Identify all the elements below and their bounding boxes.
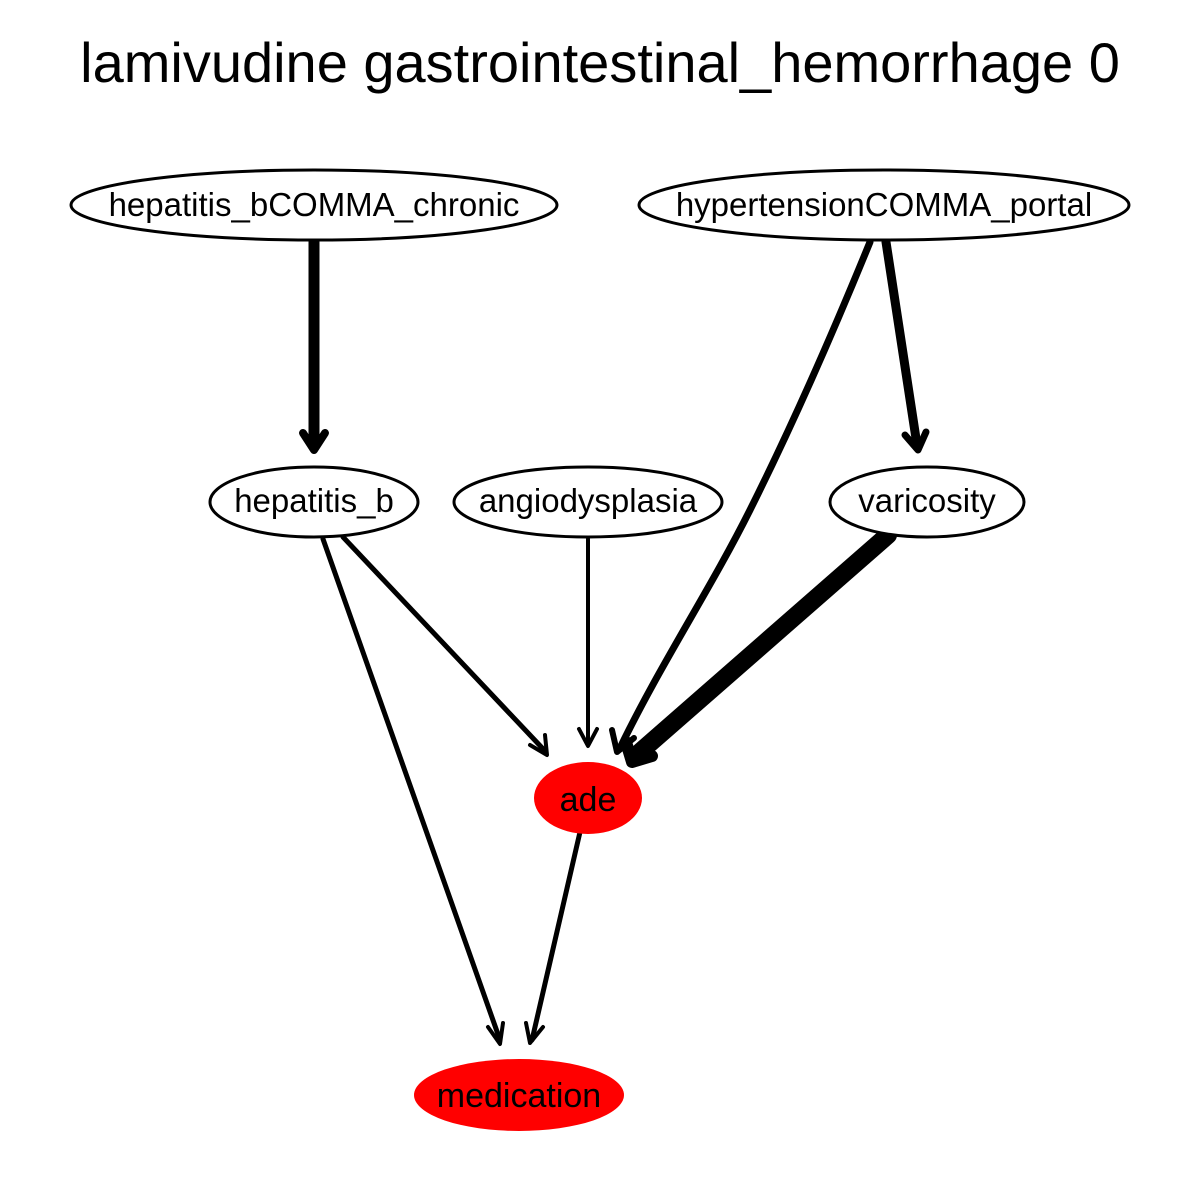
edge-ade-to-medication (524, 829, 583, 1045)
node-label: medication (437, 1077, 601, 1115)
node-label: ade (560, 781, 617, 819)
node-hypertension-portal: hypertensionCOMMA_portal (637, 168, 1131, 242)
edge-hypertension-portal-to-varicosity (881, 237, 930, 454)
node-hepatitis-b-chronic: hepatitis_bCOMMA_chronic (69, 168, 559, 242)
node-label: hypertensionCOMMA_portal (676, 186, 1092, 223)
edges (299, 236, 930, 1046)
edge-hepatitis-b-to-ade (340, 534, 549, 757)
diagram-title: lamivudine gastrointestinal_hemorrhage 0 (80, 31, 1120, 94)
nodes: hepatitis_bCOMMA_chronic hypertensionCOM… (69, 168, 1131, 1131)
edge-hepatitis-b-to-medication (320, 536, 505, 1046)
node-angiodysplasia: angiodysplasia (452, 465, 724, 539)
edge-varicosity-to-ade (620, 526, 897, 768)
node-hepatitis-b: hepatitis_b (208, 465, 420, 539)
edge-hepatitis-b-chronic-to-hepatitis-b (299, 236, 329, 454)
node-label: hepatitis_bCOMMA_chronic (109, 186, 520, 223)
node-medication: medication (414, 1059, 624, 1131)
node-label: varicosity (858, 482, 996, 519)
node-label: hepatitis_b (234, 482, 394, 519)
node-varicosity: varicosity (828, 465, 1026, 539)
node-ade: ade (534, 762, 642, 834)
edge-angiodysplasia-to-ade (577, 537, 599, 748)
node-label: angiodysplasia (479, 482, 698, 519)
